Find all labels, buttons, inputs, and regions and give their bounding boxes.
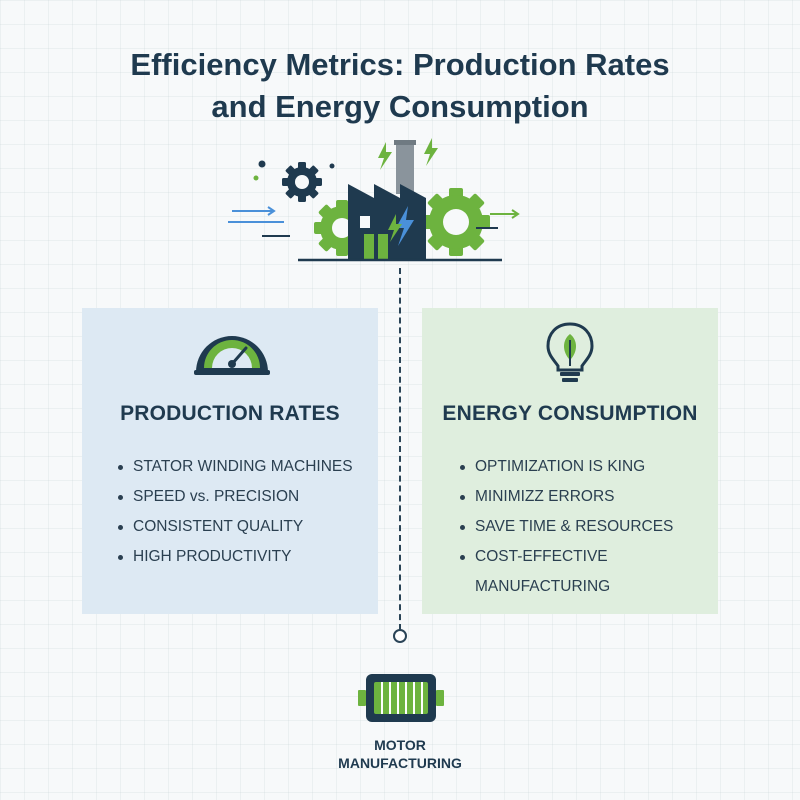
factory-illustration bbox=[228, 138, 520, 262]
motor-label-line-1: MOTOR bbox=[374, 737, 426, 753]
production-rates-card: PRODUCTION RATES STATOR WINDING MACHINES… bbox=[82, 308, 378, 614]
energy-consumption-card: ENERGY CONSUMPTION OPTIMIZATION IS KING … bbox=[422, 308, 718, 614]
list-item: SAVE TIME & RESOURCES bbox=[460, 512, 710, 542]
motor-manufacturing-label: MOTOR MANUFACTURING bbox=[300, 736, 500, 772]
list-item: COST-EFFECTIVE bbox=[460, 542, 710, 572]
connector-endpoint bbox=[393, 629, 407, 643]
title-line-1: Efficiency Metrics: Production Rates bbox=[130, 47, 670, 82]
lightbulb-leaf-icon bbox=[546, 322, 594, 382]
gear-green-right-icon bbox=[422, 188, 490, 256]
motion-arrow-right-icon bbox=[476, 209, 520, 229]
list-item: MINIMIZZ ERRORS bbox=[460, 482, 710, 512]
production-rates-list: STATOR WINDING MACHINES SPEED vs. PRECIS… bbox=[118, 452, 368, 572]
list-item: STATOR WINDING MACHINES bbox=[118, 452, 368, 482]
list-item: HIGH PRODUCTIVITY bbox=[118, 542, 368, 572]
lightning-top-left-icon bbox=[378, 142, 392, 170]
dashed-connector bbox=[399, 268, 401, 630]
dot-green-1 bbox=[253, 175, 259, 181]
list-item: SPEED vs. PRECISION bbox=[118, 482, 368, 512]
motion-arrows-left-icon bbox=[228, 206, 290, 237]
dot-navy-1 bbox=[258, 160, 266, 168]
lightning-building-icon bbox=[396, 206, 414, 246]
list-item: OPTIMIZATION IS KING bbox=[460, 452, 710, 482]
list-item: CONSISTENT QUALITY bbox=[118, 512, 368, 542]
energy-consumption-list: OPTIMIZATION IS KING MINIMIZZ ERRORS SAV… bbox=[460, 452, 710, 602]
title-line-2: and Energy Consumption bbox=[211, 89, 589, 124]
motor-label-line-2: MANUFACTURING bbox=[338, 755, 462, 771]
page-title: Efficiency Metrics: Production Rates and… bbox=[0, 44, 800, 128]
energy-consumption-title: ENERGY CONSUMPTION bbox=[442, 402, 698, 425]
chimney bbox=[396, 142, 414, 194]
dot-navy-2 bbox=[329, 163, 335, 169]
speedometer-icon bbox=[194, 336, 270, 375]
gear-navy-icon bbox=[282, 162, 322, 202]
motor-icon bbox=[358, 674, 444, 722]
list-item-continuation: MANUFACTURING bbox=[475, 578, 611, 595]
lightning-top-right-icon bbox=[424, 138, 438, 166]
production-rates-title: PRODUCTION RATES bbox=[120, 402, 340, 425]
